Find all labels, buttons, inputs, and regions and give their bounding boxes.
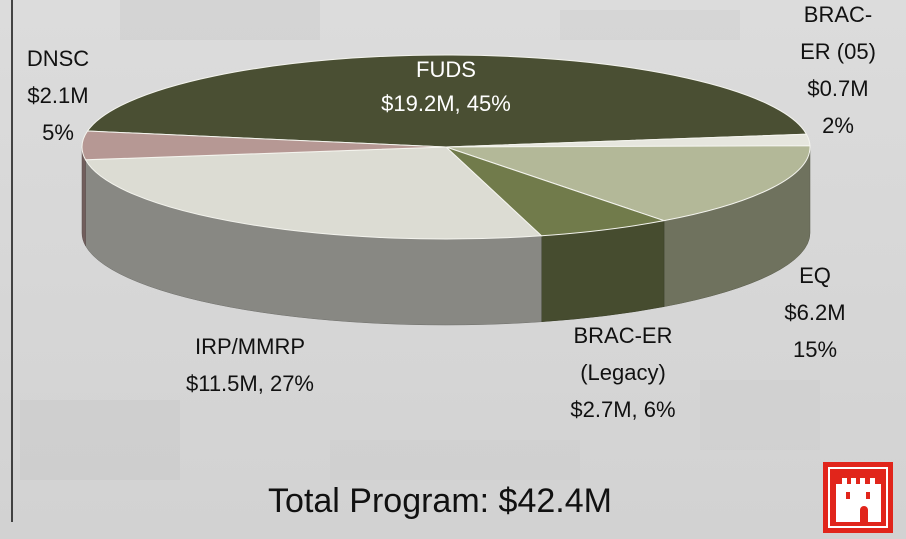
slice xyxy=(445,145,811,222)
slice xyxy=(445,146,667,237)
value-label: $6.2M 15% xyxy=(784,300,845,362)
slice-label: BRAC-ER (Legacy) xyxy=(573,323,672,385)
slice xyxy=(86,54,808,148)
pie xyxy=(81,54,811,326)
background-texture xyxy=(20,0,820,480)
slice-side xyxy=(81,146,86,247)
footer: Total Program: $42.4M xyxy=(268,482,612,520)
value-label: $11.5M, 27% xyxy=(186,371,314,396)
slice-side xyxy=(541,220,665,323)
logo xyxy=(823,462,893,533)
slice-label: EQ xyxy=(799,263,831,288)
slice-label: FUDS xyxy=(416,57,476,82)
slice xyxy=(81,130,447,161)
value-label: $19.2M, 45% xyxy=(381,91,511,116)
value-label: $0.7M 2% xyxy=(807,76,868,138)
value-label: $2.7M, 6% xyxy=(570,397,675,422)
slice xyxy=(84,146,543,240)
value-label: $2.1M 5% xyxy=(27,83,88,145)
labels: FUDS $19.2M, 45% BRAC-ER (05) $0.7M 2% EQ $6.2… xyxy=(27,2,876,422)
slice-label: IRP/MMRP xyxy=(195,334,305,359)
slice-label: DNSC xyxy=(27,46,89,71)
slice-label: BRAC-ER (05) xyxy=(800,2,876,64)
